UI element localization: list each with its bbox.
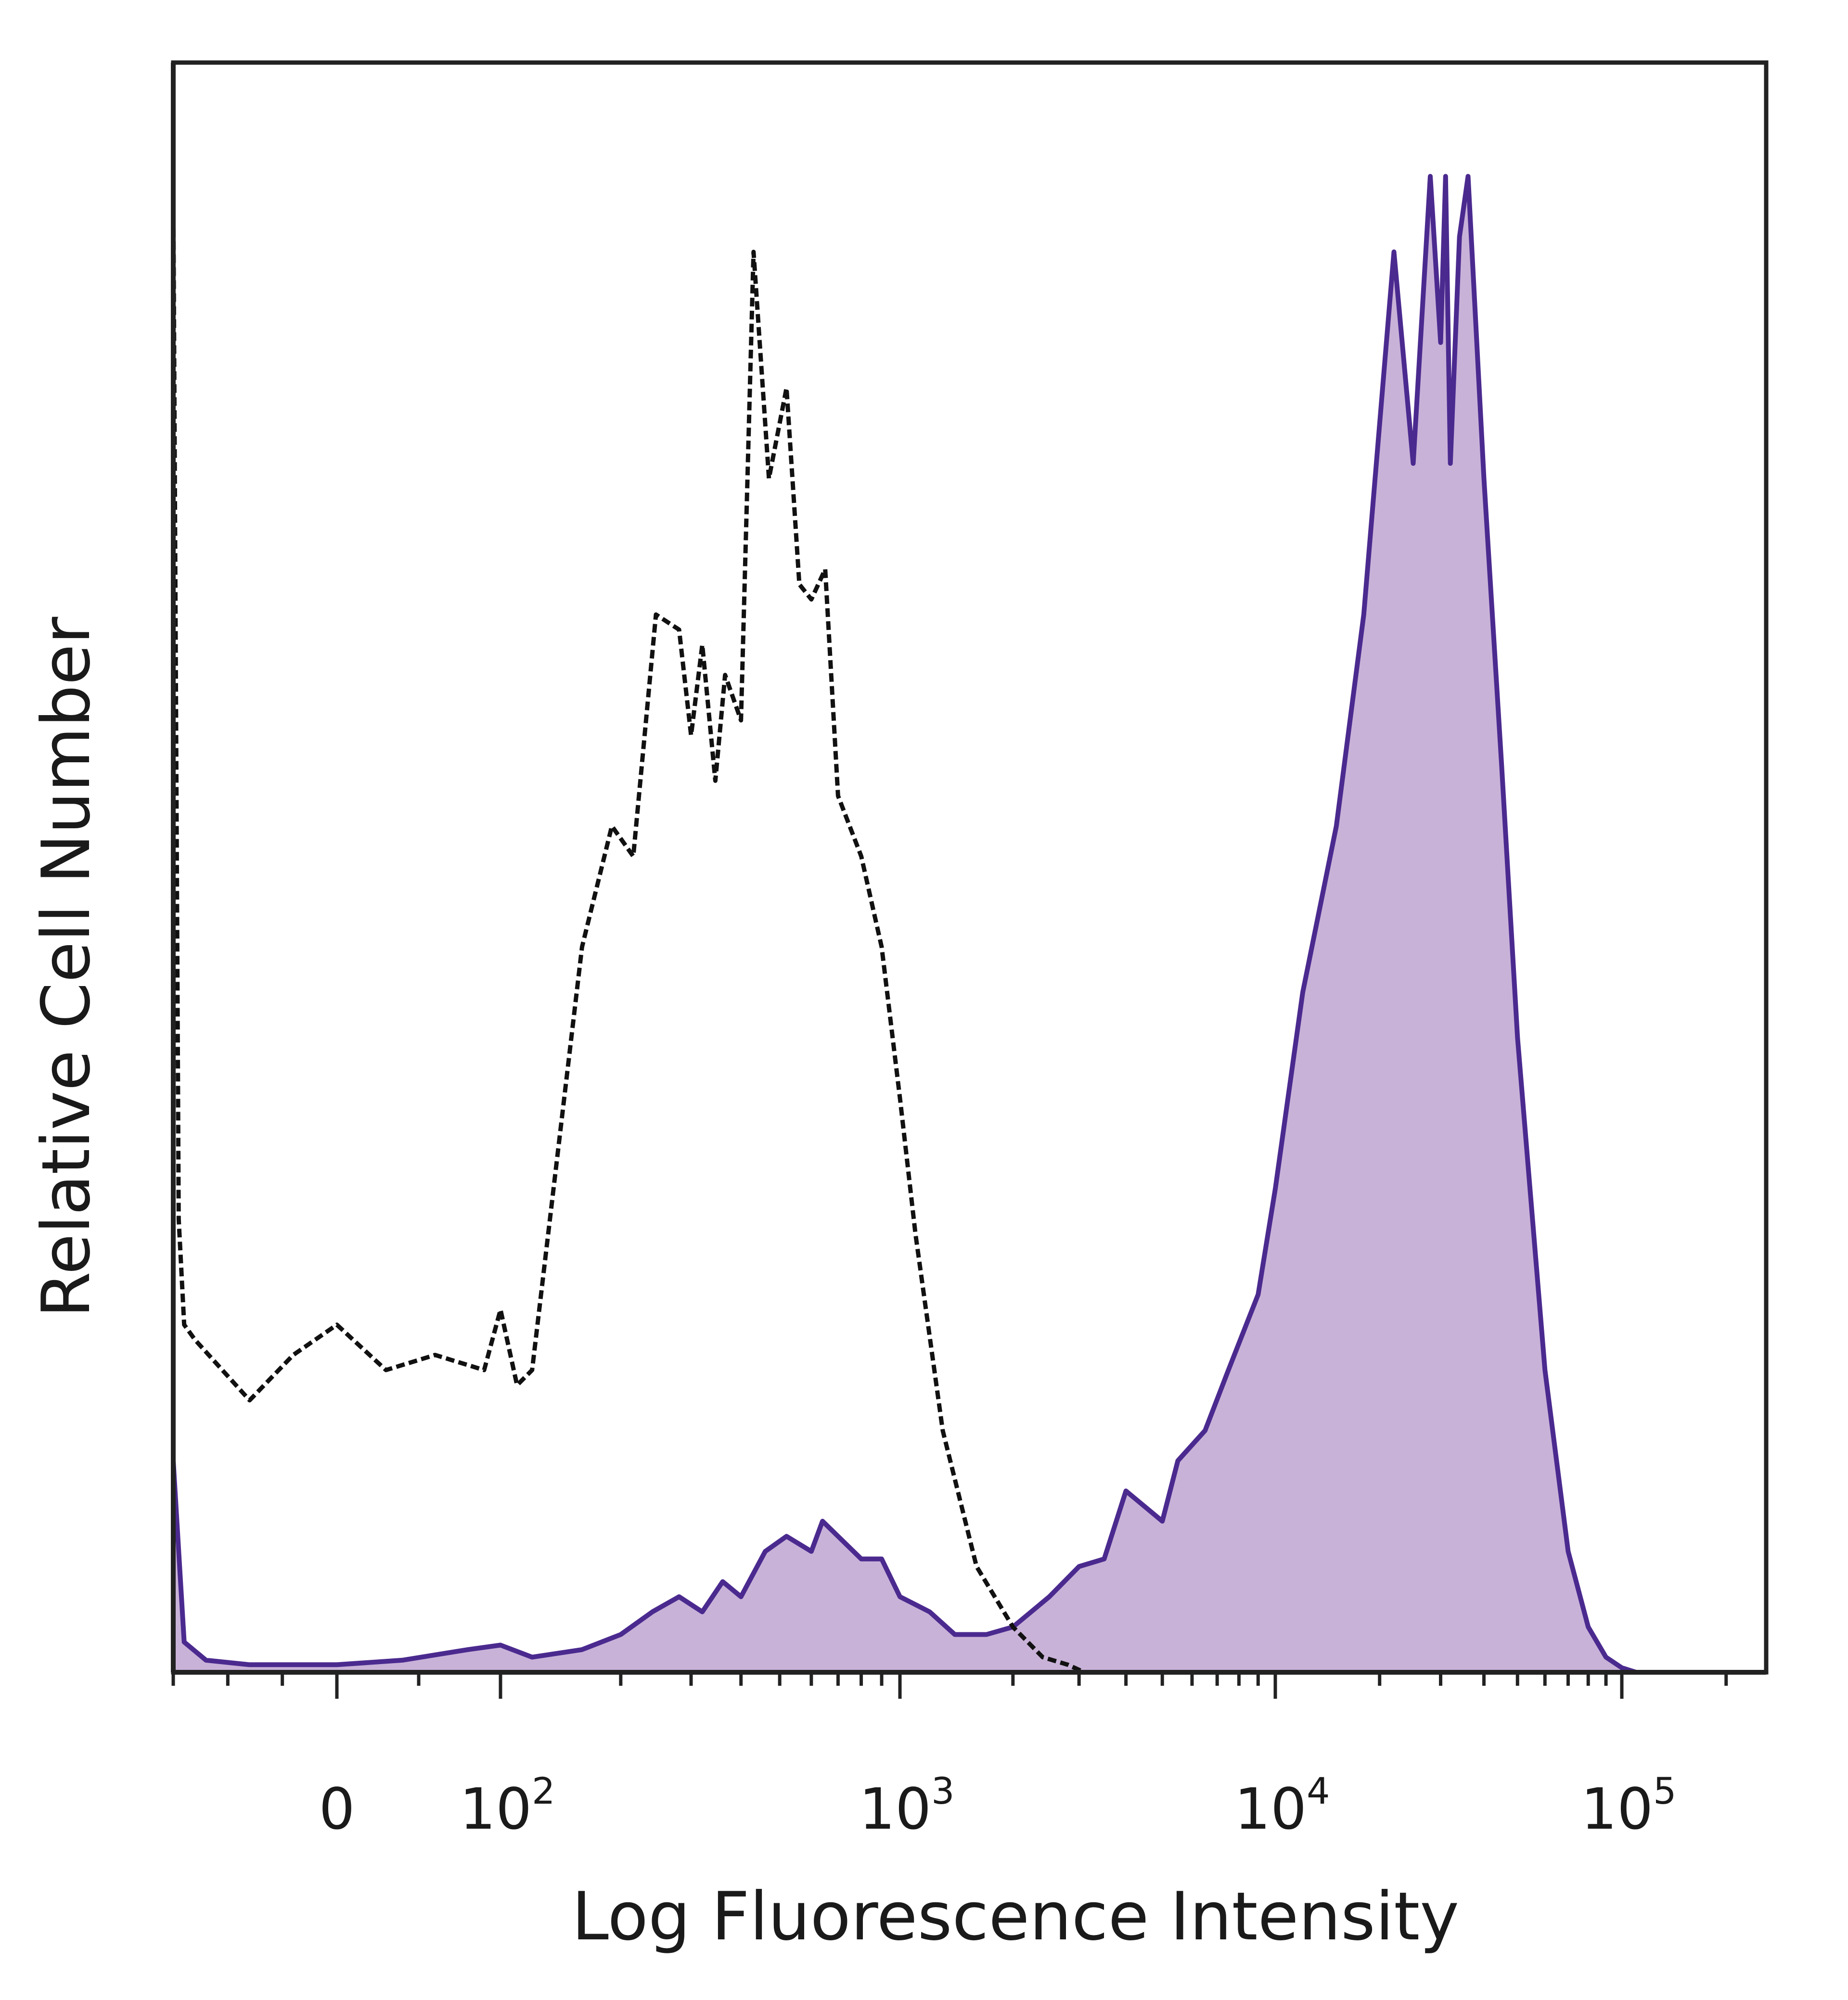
dashed-black-histogram (171, 176, 1104, 1675)
purple-filled-histogram (173, 176, 1636, 1673)
x-tick-label: 102 (460, 1769, 555, 1842)
x-tick-label: 0 (319, 1776, 355, 1842)
x-tick-label: 104 (1234, 1769, 1330, 1842)
purple-histogram-outline (171, 174, 1637, 1675)
x-axis-tick-labels: 0 102 103 104 105 (319, 1769, 1676, 1842)
x-tick-label: 105 (1581, 1769, 1677, 1842)
x-tick-label: 103 (859, 1769, 955, 1842)
y-axis-label: Relative Cell Number (27, 616, 105, 1318)
x-axis-ticks (171, 1672, 1728, 1699)
x-axis-label: Log Fluorescence Intensity (572, 1878, 1459, 1955)
